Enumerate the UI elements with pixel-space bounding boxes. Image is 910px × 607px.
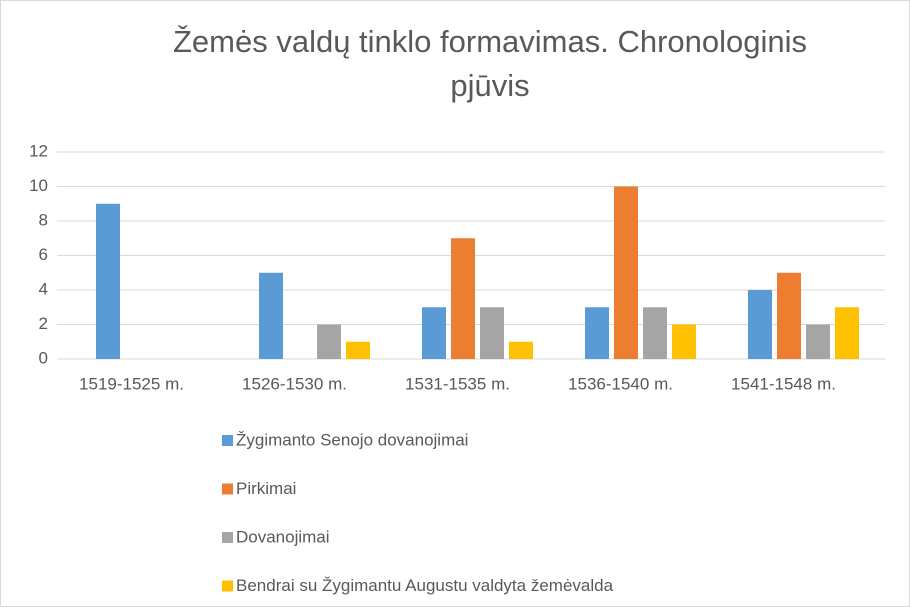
bar <box>614 186 638 359</box>
y-tick-label: 4 <box>39 279 48 298</box>
y-tick-label: 2 <box>39 314 48 333</box>
bar <box>480 307 504 359</box>
legend-swatch <box>222 483 233 495</box>
bar <box>259 272 283 359</box>
bar <box>835 307 859 359</box>
x-tick-label: 1536-1540 m. <box>568 374 673 393</box>
bar <box>422 307 446 359</box>
y-tick-label: 6 <box>39 245 48 264</box>
chart-title: Žemės valdų tinklo formavimas. Chronolog… <box>172 24 808 103</box>
x-tick-label: 1541-1548 m. <box>731 374 836 393</box>
bar <box>346 341 370 359</box>
y-tick-label: 8 <box>39 210 48 229</box>
bar <box>643 307 667 359</box>
legend-label: Bendrai su Žygimantu Augustu valdyta žem… <box>236 576 614 595</box>
bar <box>777 272 801 359</box>
legend-swatch <box>222 435 233 446</box>
bar <box>672 324 696 359</box>
legend-label: Pirkimai <box>236 479 296 498</box>
bar <box>748 290 772 359</box>
y-tick-label: 0 <box>39 348 48 367</box>
y-tick-label: 10 <box>29 176 48 195</box>
legend-label: Dovanojimai <box>236 527 330 546</box>
legend-swatch <box>222 532 233 543</box>
bar <box>96 203 120 359</box>
bar <box>451 238 475 359</box>
x-tick-label: 1531-1535 m. <box>405 374 510 393</box>
legend-swatch <box>222 580 233 592</box>
bar <box>806 324 830 359</box>
bar <box>509 341 533 359</box>
legend-label: Žygimanto Senojo dovanojimai <box>236 430 468 449</box>
x-tick-label: 1526-1530 m. <box>242 374 347 393</box>
y-tick-label: 12 <box>29 141 48 160</box>
bar <box>585 307 609 359</box>
bar <box>317 324 341 359</box>
x-tick-label: 1519-1525 m. <box>79 374 184 393</box>
